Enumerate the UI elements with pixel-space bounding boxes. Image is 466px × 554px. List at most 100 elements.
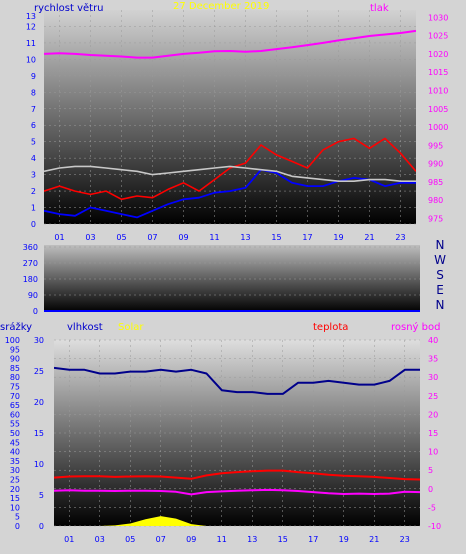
wind-tick-label: 5 <box>31 138 36 147</box>
rain-tick-label: 65 <box>10 401 20 410</box>
hour-tick-label: 15 <box>271 233 281 242</box>
direction-letter: W <box>434 253 446 267</box>
pressure-tick-label: 985 <box>428 178 443 187</box>
pressure-tick-label: 1000 <box>428 123 448 132</box>
hour-tick-label: 05 <box>116 233 126 242</box>
hour-tick-label: 19 <box>333 233 343 242</box>
hour-tick-label: 13 <box>240 233 250 242</box>
direction-tick-label: 0 <box>33 307 38 316</box>
hour-tick-label: 13 <box>247 535 257 544</box>
pressure-tick-label: 1030 <box>428 13 448 22</box>
direction-tick-label: 270 <box>23 259 38 268</box>
humidity-tick-label: 20 <box>34 398 44 407</box>
chart-date: 27 December 2019 <box>173 1 269 12</box>
temperature-tick-label: 25 <box>428 392 438 401</box>
dew-point-label: rosný bod <box>391 321 440 333</box>
hour-tick-label: 15 <box>278 535 288 544</box>
hour-tick-label: 07 <box>156 535 166 544</box>
hour-tick-label: 11 <box>217 535 227 544</box>
hour-tick-label: 11 <box>209 233 219 242</box>
top-panel-bg <box>44 10 416 224</box>
rain-tick-label: 100 <box>5 336 20 345</box>
pressure-tick-label: 1020 <box>428 50 448 59</box>
wind-speed-label: rychlost větru <box>34 2 104 14</box>
humidity-tick-label: 5 <box>39 491 44 500</box>
humidity-tick-label: 0 <box>39 522 44 531</box>
rain-tick-label: 75 <box>10 383 20 392</box>
hour-tick-label: 23 <box>400 535 410 544</box>
direction-panel-bg <box>44 245 420 312</box>
temperature-tick-label: 15 <box>428 429 438 438</box>
solar-label: Solar <box>118 322 144 333</box>
wind-tick-label: 11 <box>26 39 36 48</box>
solar-area <box>54 516 420 526</box>
rain-label: srážky <box>0 321 32 333</box>
hour-tick-label: 17 <box>308 535 318 544</box>
temperature-tick-label: 40 <box>428 336 438 345</box>
wind-tick-label: 3 <box>31 171 36 180</box>
rain-tick-label: 10 <box>10 503 20 512</box>
temperature-tick-label: 5 <box>428 466 433 475</box>
humidity-tick-label: 15 <box>34 429 44 438</box>
bottom-series <box>54 366 420 526</box>
pressure-tick-label: 990 <box>428 160 443 169</box>
wind-tick-label: 8 <box>31 88 36 97</box>
direction-letter: N <box>436 238 445 252</box>
hour-tick-label: 09 <box>178 233 188 242</box>
temperature-tick-label: 0 <box>428 485 433 494</box>
rain-tick-label: 50 <box>10 429 20 438</box>
hour-tick-label: 23 <box>395 233 405 242</box>
hour-tick-label: 05 <box>125 535 135 544</box>
tick-labels: 0123456789101112139759809859909951000100… <box>5 12 449 544</box>
hour-tick-label: 03 <box>85 233 95 242</box>
direction-letter: E <box>436 283 444 297</box>
pressure-label: tlak <box>370 3 389 14</box>
wind-tick-label: 4 <box>31 154 36 163</box>
rain-tick-label: 40 <box>10 448 20 457</box>
dew-point-line <box>54 488 420 496</box>
hour-tick-label: 21 <box>369 535 379 544</box>
pressure-tick-label: 1005 <box>428 105 448 114</box>
pressure-tick-label: 1015 <box>428 68 448 77</box>
temperature-tick-label: 20 <box>428 410 438 419</box>
wind-line-grey <box>44 165 416 182</box>
temperature-tick-label: 30 <box>428 373 438 382</box>
hour-tick-label: 21 <box>364 233 374 242</box>
pressure-line <box>44 29 416 59</box>
wind-tick-label: 13 <box>26 12 36 21</box>
rain-tick-label: 80 <box>10 373 20 382</box>
temperature-tick-label: 35 <box>428 355 438 364</box>
wind-tick-label: 7 <box>31 105 36 114</box>
rain-tick-label: 15 <box>10 494 20 503</box>
rain-tick-label: 30 <box>10 466 20 475</box>
temperature-tick-label: -10 <box>428 522 441 531</box>
rain-tick-label: 70 <box>10 392 20 401</box>
humidity-line <box>54 366 420 395</box>
hour-tick-label: 19 <box>339 535 349 544</box>
wind-tick-label: 2 <box>31 187 36 196</box>
direction-letter: S <box>436 268 444 282</box>
top-series <box>44 29 416 219</box>
temperature-line <box>54 469 420 481</box>
temperature-tick-label: -5 <box>428 503 436 512</box>
wind-tick-label: 6 <box>31 121 36 130</box>
rain-tick-label: 55 <box>10 420 20 429</box>
hour-tick-label: 17 <box>302 233 312 242</box>
wind-tick-label: 9 <box>31 72 36 81</box>
humidity-tick-label: 25 <box>34 367 44 376</box>
hour-tick-label: 01 <box>64 535 74 544</box>
humidity-label: vlhkost <box>67 322 103 333</box>
rain-tick-label: 35 <box>10 457 20 466</box>
rain-tick-label: 85 <box>10 364 20 373</box>
hour-tick-label: 07 <box>147 233 157 242</box>
rain-tick-label: 0 <box>15 522 20 531</box>
direction-letter: N <box>436 298 445 312</box>
wind-line-blue <box>44 168 416 219</box>
hour-tick-label: 09 <box>186 535 196 544</box>
wind-tick-label: 12 <box>26 22 36 31</box>
pressure-tick-label: 1025 <box>428 32 448 41</box>
rain-tick-label: 25 <box>10 476 20 485</box>
rain-tick-label: 90 <box>10 355 20 364</box>
